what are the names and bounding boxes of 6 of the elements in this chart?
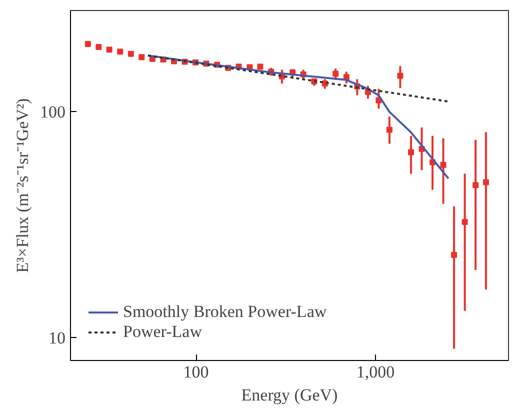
y-axis-title: E³×Flux (m⁻²s⁻¹sr⁻¹GeV²) <box>13 98 32 273</box>
x-tick-label: 1,000 <box>356 362 395 382</box>
x-axis-title: Energy (GeV) <box>241 386 338 404</box>
y-tick-label: 10 <box>48 328 66 348</box>
legend-label: Smoothly Broken Power-Law <box>123 302 327 322</box>
legend-label: Power-Law <box>123 322 202 342</box>
